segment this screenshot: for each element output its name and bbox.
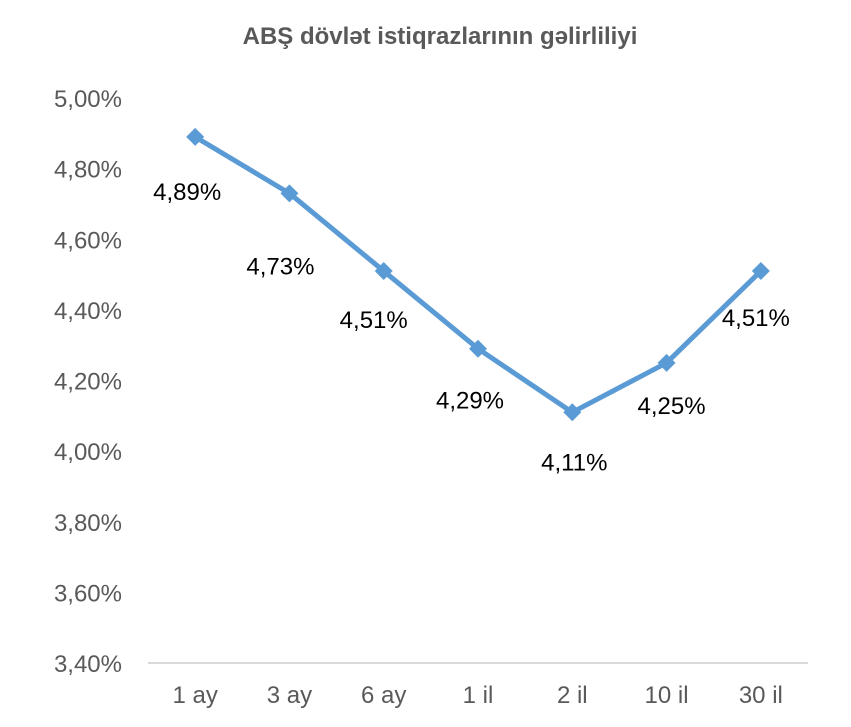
data-label: 4,29% [436, 388, 504, 415]
data-labels: 4,89% 4,73% 4,51% 4,29% 4,11% 4,25% 4,51% [153, 179, 790, 476]
x-tick-label: 3 ay [267, 682, 312, 709]
data-point-marker [657, 353, 676, 372]
y-tick-label: 4,60% [54, 227, 122, 254]
y-tick-label: 4,40% [54, 298, 122, 325]
data-label: 4,11% [541, 449, 607, 476]
data-label: 4,73% [246, 253, 314, 280]
y-tick-label: 4,20% [54, 369, 122, 396]
y-tick-label: 5,00% [54, 86, 122, 113]
chart-title: ABŞ dövlət istiqrazlarının gəlirliliyi [243, 23, 638, 50]
data-label: 4,51% [340, 307, 408, 334]
y-tick-label: 3,60% [54, 580, 122, 607]
x-tick-label: 2 il [557, 682, 588, 709]
y-tick-label: 3,40% [54, 651, 122, 678]
data-point-marker [186, 127, 205, 146]
x-axis-ticks: 1 ay 3 ay 6 ay 1 il 2 il 10 il 30 il [172, 682, 782, 709]
data-point-marker [374, 262, 393, 281]
data-point-marker [563, 403, 582, 422]
x-tick-label: 30 il [739, 682, 783, 709]
data-label: 4,25% [638, 393, 706, 420]
data-point-marker [751, 262, 770, 281]
x-tick-label: 1 il [463, 682, 494, 709]
x-tick-label: 6 ay [361, 682, 406, 709]
y-tick-label: 3,80% [54, 510, 122, 537]
x-tick-label: 10 il [645, 682, 689, 709]
x-tick-label: 1 ay [172, 682, 217, 709]
series-markers [186, 127, 770, 422]
data-label: 4,89% [153, 179, 221, 206]
y-tick-label: 4,80% [54, 157, 122, 184]
y-axis-ticks: 3,40% 3,60% 3,80% 4,00% 4,20% 4,40% 4,60% 4,80%… [54, 86, 122, 678]
data-point-marker [280, 184, 299, 203]
y-tick-label: 4,00% [54, 439, 122, 466]
data-point-marker [469, 339, 487, 358]
data-label: 4,51% [722, 305, 790, 332]
